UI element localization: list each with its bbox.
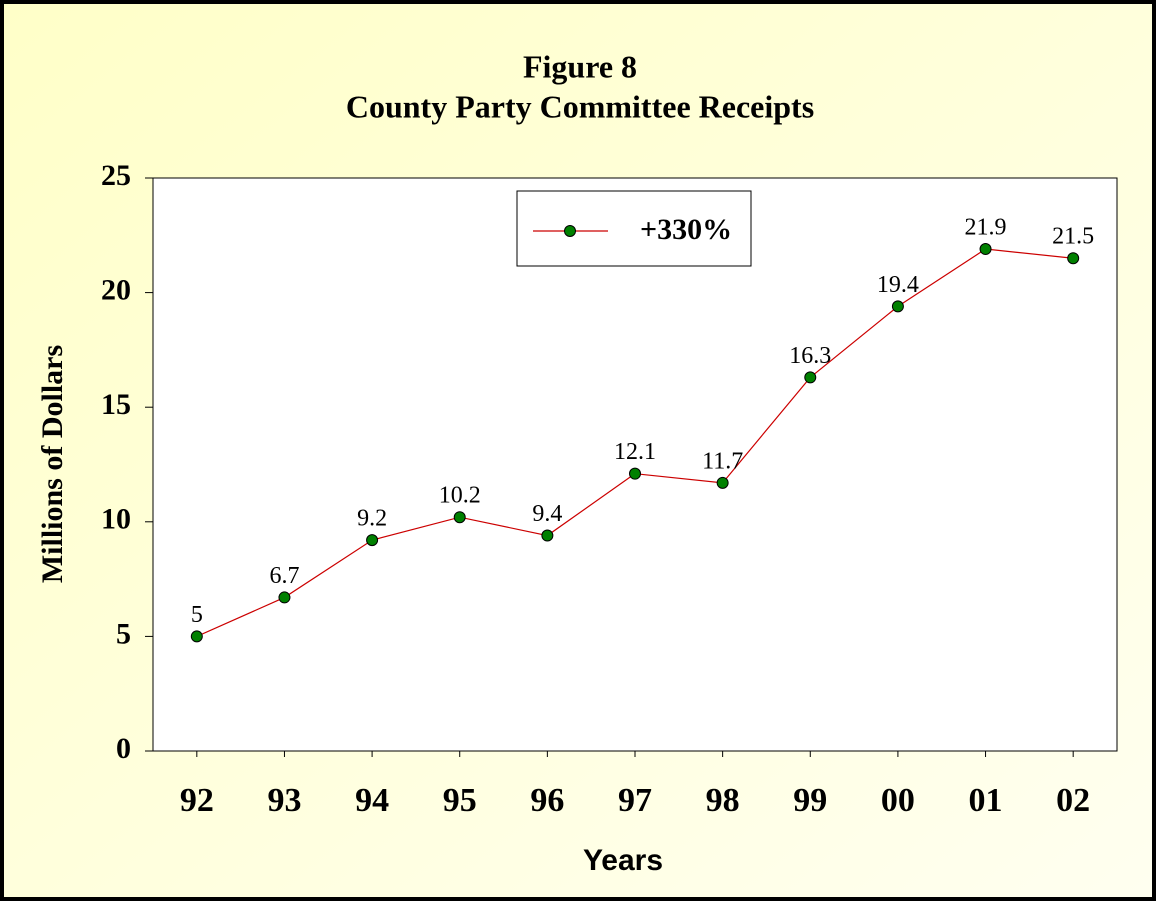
data-label: 19.4 (877, 272, 919, 298)
data-label: 11.7 (702, 448, 743, 474)
y-tick-label: 10 (101, 503, 131, 536)
data-label: 16.3 (789, 343, 831, 369)
point (804, 371, 817, 384)
data-label: 6.7 (269, 563, 299, 589)
y-tick-label: 5 (116, 617, 131, 650)
x-tick-label: 02 (1056, 782, 1090, 819)
point (366, 534, 379, 547)
x-tick-label: 95 (443, 782, 477, 819)
x-tick-label: 98 (706, 782, 740, 819)
point (716, 476, 729, 489)
point (979, 243, 992, 256)
y-axis-label: Millions of Dollars (36, 345, 69, 583)
y-tick-label: 20 (101, 273, 131, 306)
plot-area (152, 177, 1118, 752)
x-tick-label: 93 (267, 782, 301, 819)
point (891, 300, 904, 313)
point (629, 467, 641, 480)
point (453, 511, 466, 524)
data-label: 5 (191, 602, 203, 628)
point (278, 591, 291, 604)
x-tick-label: 92 (180, 782, 214, 819)
x-tick-label: 00 (881, 782, 915, 819)
x-tick-label: 99 (793, 782, 827, 819)
chart-subtitle: County Party Committee Receipts (346, 88, 814, 124)
data-label: 21.9 (965, 215, 1007, 241)
point (190, 630, 203, 643)
data-label: 12.1 (614, 439, 656, 465)
legend-label: +330% (640, 213, 732, 246)
legend-marker (564, 225, 576, 237)
y-tick-label: 25 (101, 159, 131, 192)
data-label: 9.2 (357, 506, 387, 532)
y-tick-label: 15 (101, 388, 131, 421)
x-axis-label: Years (583, 844, 663, 877)
y-tick-label: 0 (116, 732, 131, 765)
data-label: 9.4 (532, 501, 562, 527)
x-tick-label: 96 (530, 782, 564, 819)
x-tick-label: 94 (355, 782, 389, 819)
data-label: 21.5 (1052, 224, 1094, 250)
data-label: 10.2 (439, 483, 481, 509)
chart-title: Figure 8 (523, 48, 637, 84)
legend-box (516, 190, 752, 267)
point (1067, 252, 1080, 265)
x-tick-label: 01 (969, 782, 1003, 819)
x-tick-label: 97 (618, 782, 652, 819)
point (541, 529, 554, 542)
